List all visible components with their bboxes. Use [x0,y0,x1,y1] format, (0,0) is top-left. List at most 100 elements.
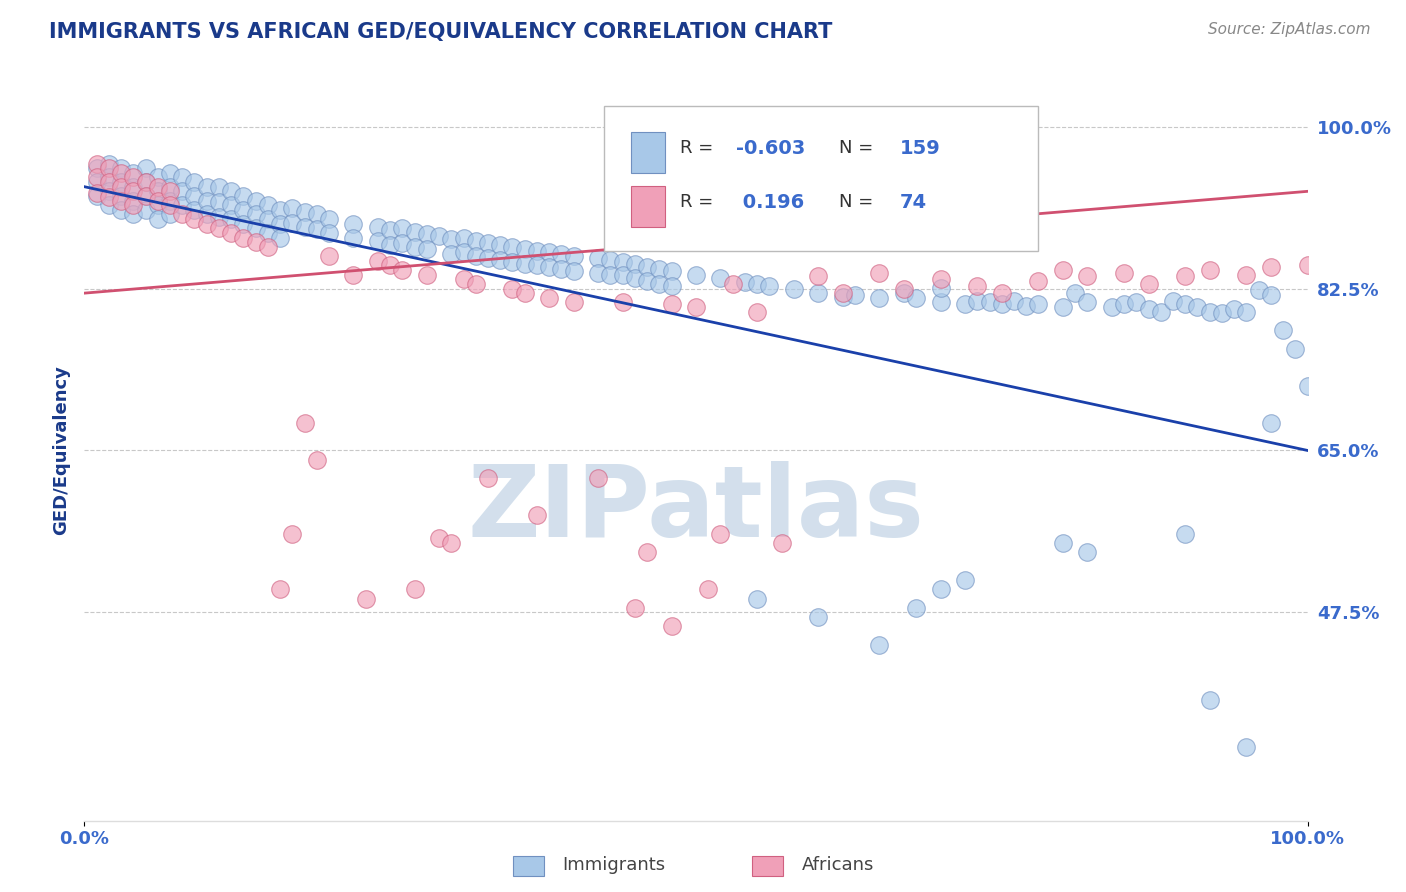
Point [367,219,389,234]
Point [758,278,780,293]
Point [159,184,181,198]
Point [477,471,499,485]
Point [807,269,830,284]
Point [1174,297,1197,311]
Point [245,221,267,235]
Point [624,271,647,285]
Point [281,216,304,230]
Point [257,198,280,212]
Point [427,228,450,243]
Point [1076,295,1098,310]
Point [135,189,157,203]
Point [1236,739,1258,754]
Text: 0.196: 0.196 [737,193,804,212]
Point [1028,297,1050,311]
Point [146,212,169,227]
Point [453,245,475,260]
Point [404,240,426,254]
Point [979,295,1001,310]
Point [1247,284,1270,298]
Point [97,161,120,176]
Point [1272,323,1295,337]
Point [232,217,254,231]
Point [538,245,561,260]
Point [122,184,145,198]
Point [122,166,145,180]
Point [305,222,328,236]
Point [97,156,120,170]
Point [453,272,475,286]
Point [342,217,364,231]
Point [232,230,254,244]
Point [929,280,952,294]
Point [502,240,524,254]
Point [159,194,181,208]
Point [245,194,267,208]
FancyBboxPatch shape [631,132,665,173]
Point [734,275,756,289]
Point [245,235,267,250]
Point [195,207,218,221]
Point [538,260,561,275]
Point [281,526,304,541]
Point [1260,288,1282,302]
Point [747,304,769,318]
Text: Africans: Africans [801,856,873,874]
Point [893,281,915,295]
Point [1296,378,1319,392]
Point [1002,293,1025,308]
Y-axis label: GED/Equivalency: GED/Equivalency [52,366,70,535]
Point [624,600,647,615]
Point [709,271,731,285]
Point [257,226,280,240]
Point [391,236,413,251]
Point [966,293,988,308]
Point [318,212,340,227]
Point [122,179,145,194]
Point [183,202,205,217]
Point [1198,693,1220,707]
Point [135,161,157,176]
Point [208,221,231,235]
Point [1260,416,1282,430]
FancyBboxPatch shape [631,186,665,227]
Point [1052,300,1074,314]
Point [172,198,194,212]
Point [146,198,169,212]
Point [661,264,683,278]
Point [219,212,242,227]
Point [97,170,120,185]
Point [1211,306,1233,320]
Point [172,184,194,198]
Point [697,582,720,597]
Point [97,184,120,198]
Point [624,256,647,270]
Point [219,198,242,212]
Point [135,202,157,217]
Point [1174,269,1197,284]
Point [502,254,524,268]
Text: Source: ZipAtlas.com: Source: ZipAtlas.com [1208,22,1371,37]
Point [219,184,242,198]
Point [440,536,463,550]
Point [110,166,132,180]
Point [586,251,609,265]
Point [305,207,328,221]
Point [929,272,952,286]
Text: -0.603: -0.603 [737,139,806,158]
Point [318,249,340,263]
Point [208,179,231,194]
Point [721,277,744,291]
Point [391,263,413,277]
Point [416,227,439,241]
Point [110,194,132,208]
Point [1076,545,1098,559]
Point [159,179,181,194]
Point [526,508,548,523]
Point [305,452,328,467]
Point [612,268,634,282]
Point [110,161,132,176]
Text: R =: R = [681,194,713,211]
Point [831,290,853,304]
Text: N =: N = [839,139,873,157]
